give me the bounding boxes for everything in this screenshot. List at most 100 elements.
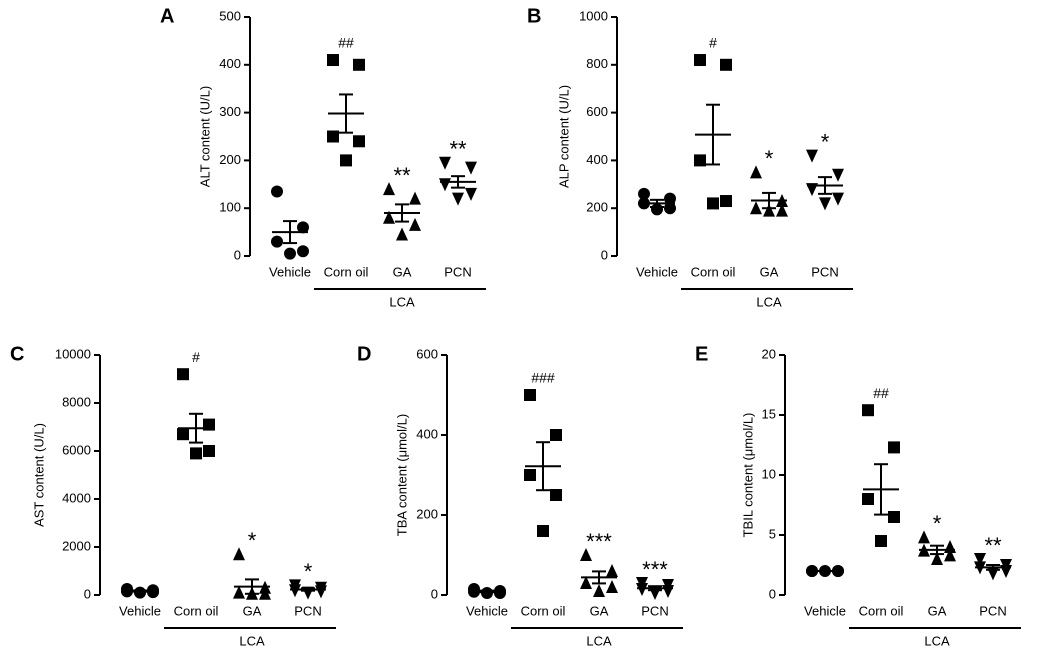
panel-letter: C [10,343,24,365]
data-point [720,195,732,208]
y-tick-label: 20 [762,346,776,361]
y-tick-label: 600 [586,104,608,119]
x-tick-label: GA [760,264,779,279]
group-label: LCA [756,294,782,309]
panel-letter: E [695,343,708,365]
data-point [177,428,189,441]
data-point [537,525,549,537]
y-tick-label: 0 [431,586,438,601]
y-axis-label: TBIL content (μmol/L) [740,413,755,538]
y-tick-label: 200 [586,200,608,215]
y-tick-label: 2000 [62,538,91,553]
significance-mark: * [821,129,830,154]
data-point [694,54,706,67]
data-point [918,530,930,544]
y-tick-label: 400 [219,56,241,71]
significance-mark: ** [393,163,411,188]
x-tick-label: Corn oil [521,603,566,618]
data-point [383,182,395,196]
y-axis-label: ALT content (U/L) [197,86,212,187]
x-tick-label: GA [243,603,262,618]
data-point [888,441,900,454]
y-tick-label: 10000 [55,346,91,361]
significance-mark: * [248,528,257,553]
data-point [664,192,676,205]
data-point [271,185,283,198]
data-point [465,187,477,201]
data-point [750,165,762,179]
data-point [259,586,271,600]
x-tick-label: GA [590,603,609,618]
data-point [289,584,301,598]
x-tick-label: Corn oil [324,264,369,279]
y-axis-label: AST content (U/L) [31,423,46,527]
data-point [875,535,887,547]
significance-mark: *** [642,557,668,582]
data-point [190,447,202,460]
x-tick-label: GA [928,603,947,618]
x-tick-label: PCN [294,603,321,618]
data-point [327,54,339,67]
y-tick-label: 10 [762,466,776,481]
data-point [353,58,365,71]
y-axis-label: TBA content (μmol/L) [394,414,409,536]
data-point [832,192,844,206]
x-tick-label: Vehicle [636,264,678,279]
y-tick-label: 15 [762,406,776,421]
panel-letter: B [527,5,541,27]
y-tick-label: 0 [84,586,91,601]
y-tick-label: 8000 [62,394,91,409]
x-tick-label: PCN [979,603,1006,618]
x-tick-label: GA [393,264,412,279]
data-point [662,585,674,598]
y-axis-label: ALP content (U/L) [556,85,571,188]
data-point [931,552,943,565]
data-point [750,201,762,215]
data-point [203,445,215,457]
data-point [832,168,844,182]
significance-mark: # [192,349,200,365]
data-point [465,161,477,175]
significance-mark: ### [531,370,555,386]
data-point [439,156,451,170]
panel-letter: D [357,343,371,365]
data-point [707,197,719,210]
data-point [383,210,395,224]
y-tick-label: 0 [769,586,776,601]
y-tick-label: 400 [586,152,608,167]
y-tick-label: 0 [234,247,241,262]
data-point [297,221,309,234]
data-point [297,245,309,258]
significance-mark: # [709,35,717,51]
y-tick-label: 1000 [579,8,608,23]
data-point [776,203,788,217]
significance-mark: * [304,559,313,584]
data-point [147,586,159,599]
data-point [340,154,352,167]
y-tick-label: 100 [219,200,241,215]
data-point [888,511,900,523]
data-point [439,178,451,192]
group-label: LCA [389,294,415,309]
group-label: LCA [924,633,950,648]
data-point [974,553,986,566]
data-point [580,576,592,589]
y-tick-label: 300 [219,104,241,119]
group-label: LCA [586,633,612,648]
data-point [664,202,676,215]
data-point [606,580,618,593]
x-tick-label: Corn oil [174,603,219,618]
data-point [315,585,327,599]
data-point [353,135,365,148]
significance-mark: * [765,146,774,171]
significance-mark: ** [984,533,1002,558]
data-point [409,217,421,231]
data-point [862,493,874,505]
data-point [550,429,562,441]
x-tick-label: Vehicle [466,603,508,618]
significance-mark: ** [449,137,467,162]
data-point [606,564,618,577]
y-tick-label: 5 [769,526,776,541]
data-point [862,404,874,417]
